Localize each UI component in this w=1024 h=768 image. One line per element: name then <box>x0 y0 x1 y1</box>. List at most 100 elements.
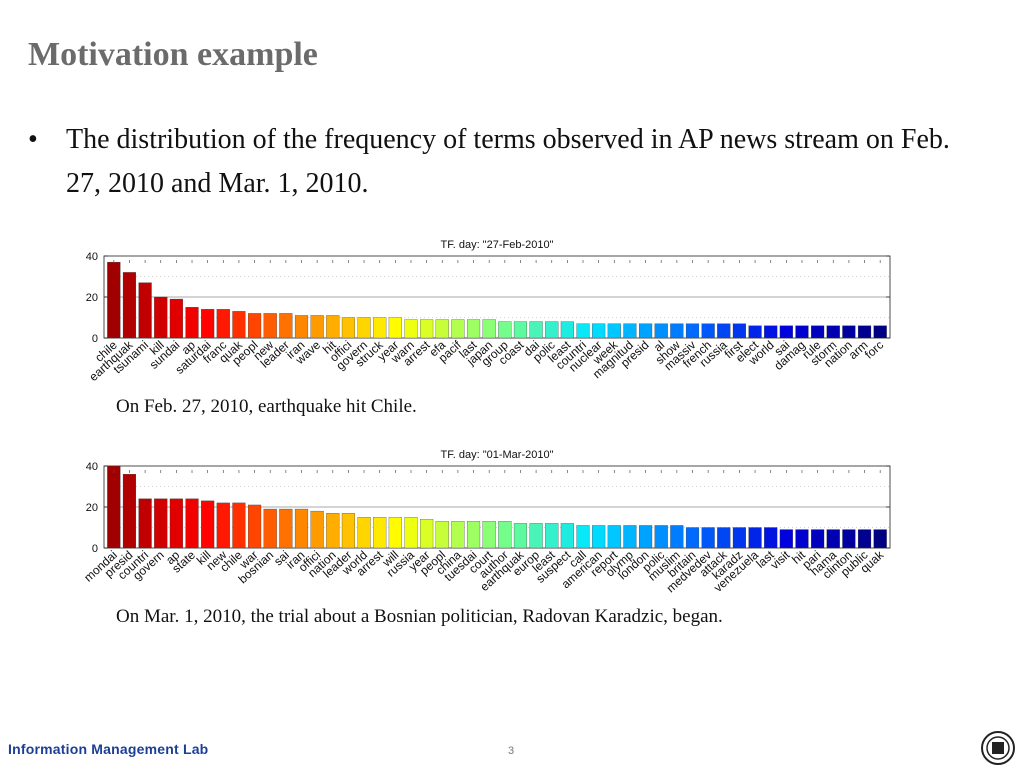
y-tick-label: 20 <box>86 502 98 514</box>
bar <box>482 521 496 549</box>
bar <box>545 321 559 339</box>
bar <box>639 323 653 339</box>
bar <box>826 529 840 549</box>
bar <box>685 323 700 339</box>
caption-feb-27: On Feb. 27, 2010, earthquake hit Chile. <box>116 396 417 417</box>
bar <box>279 508 293 549</box>
bar <box>795 325 809 339</box>
bar <box>560 321 574 339</box>
bar <box>435 521 449 549</box>
bar <box>811 529 825 549</box>
bar <box>748 325 762 339</box>
bar <box>623 323 637 339</box>
y-tick-label: 20 <box>86 292 98 304</box>
bar <box>701 527 715 549</box>
bar <box>185 498 199 549</box>
bar <box>466 521 481 549</box>
bar <box>779 529 793 549</box>
bar <box>326 513 340 549</box>
bullet-dot-icon: • <box>28 124 38 155</box>
bar <box>122 272 137 339</box>
bar <box>764 527 778 549</box>
bar <box>107 465 121 549</box>
bar <box>498 321 512 339</box>
bullet-text: The distribution of the frequency of ter… <box>66 124 950 199</box>
bar <box>248 504 262 549</box>
bar <box>560 523 574 549</box>
chart-title: TF. day: "01-Mar-2010" <box>441 449 554 461</box>
bar <box>420 319 434 339</box>
bar <box>357 517 371 549</box>
bar <box>466 319 481 339</box>
bar <box>779 325 793 339</box>
bar <box>842 529 856 549</box>
bar <box>717 323 731 339</box>
bar <box>294 315 309 339</box>
lab-name: Information Management Lab <box>8 741 209 757</box>
bar <box>122 474 137 549</box>
bar <box>404 517 418 549</box>
bar <box>795 529 809 549</box>
bar <box>545 523 559 549</box>
bar <box>373 317 387 339</box>
bar <box>169 298 183 339</box>
bar <box>357 317 371 339</box>
bar <box>373 517 387 549</box>
bar <box>169 498 183 549</box>
bar <box>388 317 402 339</box>
bar <box>623 525 637 549</box>
bar <box>404 319 418 339</box>
bar <box>232 502 246 549</box>
bar <box>310 510 324 549</box>
bar <box>216 309 230 339</box>
y-tick-label: 0 <box>92 333 98 345</box>
bar <box>388 517 402 549</box>
bar <box>513 321 528 339</box>
y-tick-label: 40 <box>86 251 98 263</box>
bar <box>732 323 746 339</box>
bar <box>607 323 621 339</box>
bar <box>482 319 496 339</box>
bar <box>873 529 887 549</box>
bar <box>326 315 340 339</box>
bar <box>341 317 355 339</box>
y-tick-label: 0 <box>92 543 98 555</box>
bar <box>685 527 700 549</box>
bar <box>826 325 840 339</box>
bar <box>529 523 543 549</box>
bar <box>279 313 293 339</box>
university-seal-icon <box>981 731 1015 765</box>
bar <box>185 307 199 339</box>
x-tick-label: visit <box>768 547 793 572</box>
bar <box>435 319 449 339</box>
bar <box>607 525 621 549</box>
bar <box>592 525 606 549</box>
bar <box>232 311 246 339</box>
bar <box>670 323 684 339</box>
bar <box>138 498 152 549</box>
bar <box>670 525 684 549</box>
bar <box>154 296 168 339</box>
bar <box>294 508 309 549</box>
bar <box>310 315 324 339</box>
chart-title: TF. day: "27-Feb-2010" <box>441 239 554 251</box>
x-tick-label: kill <box>147 338 167 358</box>
bar <box>201 309 215 339</box>
bar <box>154 498 168 549</box>
chart-mar-01: TF. day: "01-Mar-2010"02040mondaipresidc… <box>81 449 891 595</box>
bar <box>263 508 277 549</box>
bar <box>873 325 887 339</box>
bar <box>513 523 528 549</box>
bar <box>654 525 668 549</box>
bar <box>857 529 872 549</box>
bar <box>748 527 762 549</box>
bar <box>138 282 152 339</box>
bar <box>732 527 746 549</box>
bullet-point: • The distribution of the frequency of t… <box>28 118 988 206</box>
bar <box>216 502 230 549</box>
bar <box>639 525 653 549</box>
x-tick-label: forc <box>862 338 886 362</box>
page-number: 3 <box>508 745 515 757</box>
slide-title: Motivation example <box>28 36 318 73</box>
bar <box>529 321 543 339</box>
